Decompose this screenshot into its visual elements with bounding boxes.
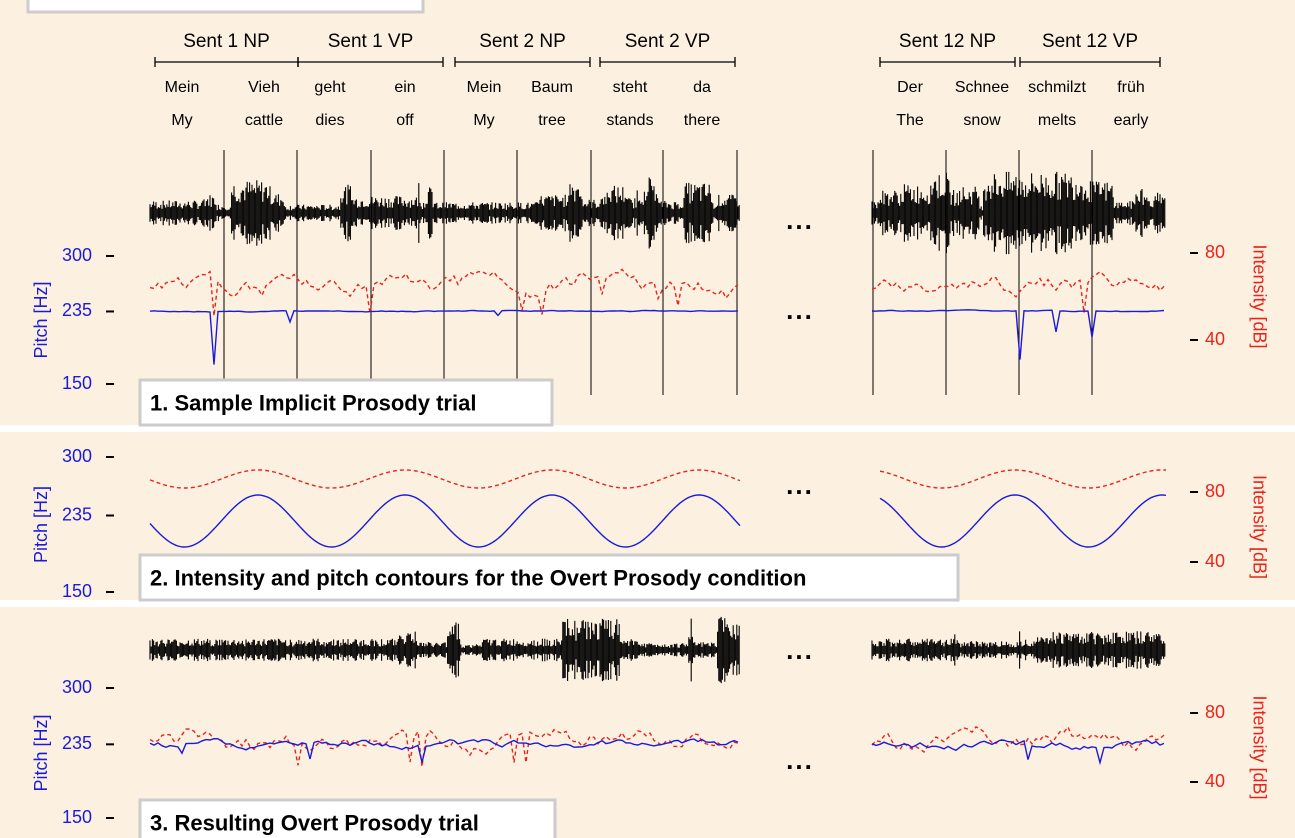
intensity-contour [879,469,1167,489]
pitch-axis-title: Pitch [Hz] [31,486,51,563]
pitch-tick-label: 235 [62,504,92,524]
contour [871,309,1165,360]
contour [149,268,739,316]
phrase-bracket [297,57,444,67]
word-german: da [693,79,711,96]
pitch-tick-label: 150 [62,581,92,601]
phrase-label: Sent 2 NP [479,31,566,52]
contour [149,737,739,763]
word-english: early [1114,112,1149,129]
intensity-axis-title: Intensity [dB] [1249,475,1269,579]
phrase-label: Sent 12 NP [899,31,996,52]
word-english: cattle [245,112,283,129]
intensity-tick-label: 40 [1205,771,1225,791]
pitch-tick-label: 150 [62,373,92,393]
contour [149,309,739,365]
word-english: off [396,112,414,129]
intensity-axis-title: Intensity [dB] [1249,695,1269,799]
word-english: My [473,112,494,129]
waveform [149,616,1166,684]
word-german: geht [314,79,346,96]
word-english: stands [606,112,653,129]
phrase-bracket [1019,57,1161,67]
phrase-label: Sent 2 VP [625,31,711,52]
intensity-tick-label: 40 [1205,551,1225,571]
contour [871,739,1165,766]
word-german: Vieh [248,79,280,96]
word-german: Mein [467,79,502,96]
word-german: früh [1117,79,1145,96]
word-german: Baum [531,79,573,96]
word-english: dies [315,112,344,129]
ellipsis: ... [786,745,814,775]
word-english: snow [963,112,1001,129]
phrase-bracket [599,57,736,67]
word-german: schmilzt [1028,79,1086,96]
ellipsis: ... [786,635,814,665]
word-german: Schnee [955,79,1009,96]
panel-label: 1. Sample Implicit Prosody trial [150,390,476,415]
phrase-bracket [454,57,591,67]
panel-label: 2. Intensity and pitch contours for the … [150,565,806,590]
pitch-tick-label: 300 [62,446,92,466]
word-english: The [896,112,924,129]
phrase-bracket [879,57,1016,67]
intensity-tick-label: 80 [1205,242,1225,262]
word-german: steht [613,79,648,96]
word-german: ein [394,79,415,96]
phrase-label: Sent 1 NP [183,31,270,52]
phrase-label: Sent 12 VP [1042,31,1138,52]
intensity-tick-label: 80 [1205,481,1225,501]
pitch-axis-title: Pitch [Hz] [31,281,51,358]
ellipsis: ... [786,295,814,325]
contour [149,728,739,767]
word-german: Der [897,79,923,96]
intensity-axis-title: Intensity [dB] [1249,244,1269,348]
intensity-tick-label: 40 [1205,329,1225,349]
phrase-label: Sent 1 VP [328,31,414,52]
waveform [149,171,1166,255]
pitch-tick-label: 235 [62,300,92,320]
pitch-axis-title: Pitch [Hz] [31,714,51,791]
label-box [138,798,557,838]
ellipsis: ... [786,470,814,500]
pitch-tick-label: 235 [62,733,92,753]
word-english: there [684,112,721,129]
panel-label: 3. Resulting Overt Prosody trial [150,810,479,835]
pitch-contour [879,494,1167,548]
word-german: Mein [165,79,200,96]
word-english: tree [538,112,566,129]
word-english: My [171,112,192,129]
label-box [138,553,960,602]
word-english: melts [1038,112,1076,129]
pitch-contour [149,494,741,548]
ellipsis: ... [786,205,814,235]
pitch-tick-label: 150 [62,807,92,827]
label-box [138,378,554,427]
clipped-title-box [26,0,425,14]
pitch-tick-label: 300 [62,245,92,265]
pitch-tick-label: 300 [62,677,92,697]
contour [871,725,1165,754]
intensity-tick-label: 80 [1205,702,1225,722]
contour [871,270,1165,313]
